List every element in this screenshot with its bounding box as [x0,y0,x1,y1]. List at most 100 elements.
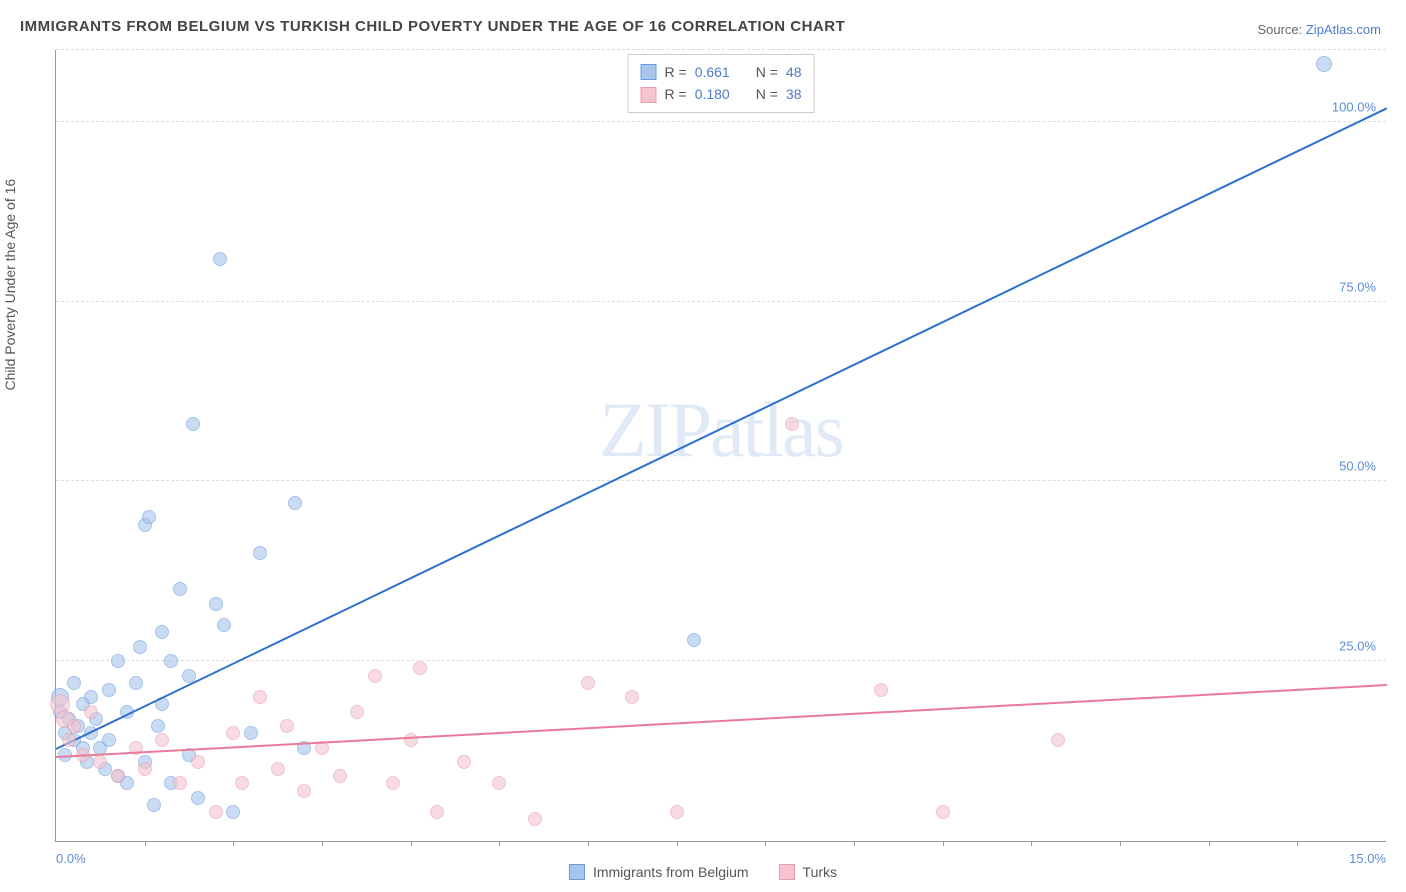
scatter-point [67,676,81,690]
scatter-point [288,496,302,510]
trend-line [56,108,1388,751]
legend-label: Immigrants from Belgium [593,864,749,880]
scatter-point [129,676,143,690]
x-tick-mark [499,841,500,846]
scatter-point [84,690,98,704]
scatter-point [297,784,311,798]
x-tick-mark [588,841,589,846]
legend-stat-row: R = 0.661 N = 48 [641,61,802,83]
scatter-point [191,755,205,769]
y-axis-label: Child Poverty Under the Age of 16 [2,179,18,391]
scatter-point [1316,56,1332,72]
scatter-point [271,762,285,776]
scatter-point [368,669,382,683]
scatter-point [111,654,125,668]
y-tick-label: 50.0% [1339,459,1376,474]
scatter-point [687,633,701,647]
gridline [56,480,1386,481]
source-label: Source: [1257,22,1305,37]
x-tick-mark [145,841,146,846]
legend-bottom: Immigrants from Belgium Turks [569,864,837,880]
scatter-point [102,733,116,747]
x-tick-mark [411,841,412,846]
scatter-point [164,654,178,668]
n-value: 48 [786,61,802,83]
x-tick-label: 0.0% [56,851,86,866]
legend-swatch [641,87,657,103]
scatter-point [457,755,471,769]
x-tick-mark [943,841,944,846]
x-tick-label: 15.0% [1349,851,1386,866]
r-value: 0.661 [695,61,730,83]
scatter-point [333,769,347,783]
scatter-point [670,805,684,819]
scatter-point [404,733,418,747]
scatter-point [84,705,98,719]
scatter-point [155,733,169,747]
plot-area: ZIPatlas R =0.661N =48R =0.180N =38 25.0… [55,50,1386,842]
x-tick-mark [1031,841,1032,846]
scatter-point [244,726,258,740]
legend-swatch [569,864,585,880]
gridline [56,660,1386,661]
gridline [56,301,1386,302]
y-tick-label: 75.0% [1339,279,1376,294]
x-tick-mark [1209,841,1210,846]
legend-swatch [641,64,657,80]
scatter-point [173,582,187,596]
scatter-point [142,510,156,524]
scatter-point [213,252,227,266]
x-tick-mark [1120,841,1121,846]
n-label: N = [756,61,778,83]
legend-statistics: R = 0.661 N = 48R = 0.180 N = 38 [628,54,815,113]
scatter-point [226,805,240,819]
scatter-point [209,805,223,819]
chart-title: IMMIGRANTS FROM BELGIUM VS TURKISH CHILD… [20,18,845,35]
scatter-point [936,805,950,819]
scatter-point [111,769,125,783]
scatter-point [625,690,639,704]
scatter-point [62,733,76,747]
scatter-point [93,755,107,769]
scatter-point [874,683,888,697]
scatter-point [138,762,152,776]
scatter-point [209,597,223,611]
x-tick-mark [765,841,766,846]
n-label: N = [756,83,778,105]
scatter-point [155,625,169,639]
scatter-point [350,705,364,719]
scatter-point [147,798,161,812]
source-link[interactable]: ZipAtlas.com [1306,22,1381,37]
source-attribution: Source: ZipAtlas.com [1257,22,1381,37]
n-value: 38 [786,83,802,105]
gridline [56,121,1386,122]
scatter-point [413,661,427,675]
scatter-point [386,776,400,790]
scatter-point [581,676,595,690]
x-tick-mark [322,841,323,846]
x-tick-mark [233,841,234,846]
scatter-point [430,805,444,819]
y-tick-label: 25.0% [1339,639,1376,654]
scatter-point [235,776,249,790]
scatter-point [67,719,81,733]
scatter-point [226,726,240,740]
r-value: 0.180 [695,83,730,105]
x-tick-mark [677,841,678,846]
scatter-point [133,640,147,654]
scatter-point [173,776,187,790]
r-label: R = [665,61,687,83]
scatter-point [1051,733,1065,747]
scatter-point [528,812,542,826]
x-tick-mark [854,841,855,846]
legend-item: Immigrants from Belgium [569,864,749,880]
legend-stat-row: R =0.180N =38 [641,83,802,105]
scatter-point [102,683,116,697]
scatter-point [253,546,267,560]
x-tick-mark [1297,841,1298,846]
scatter-point [492,776,506,790]
scatter-point [186,417,200,431]
legend-item: Turks [779,864,837,880]
scatter-point [785,417,799,431]
gridline [56,49,1386,50]
